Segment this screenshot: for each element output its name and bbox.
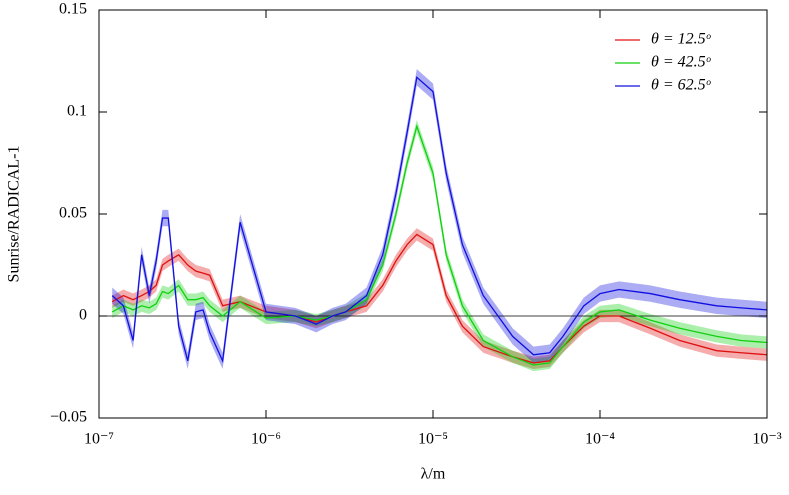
- y-tick-label: 0.15: [59, 1, 87, 18]
- x-axis-label: λ/m: [421, 466, 446, 483]
- error-band: [112, 228, 767, 370]
- y-tick-label: 0: [79, 307, 87, 324]
- error-band: [112, 120, 767, 372]
- x-tick-label: 10⁻⁷: [84, 431, 114, 448]
- data-line: [111, 76, 768, 364]
- plot-frame: [98, 9, 768, 419]
- legend-label: θ = 62.5ᵒ: [651, 77, 712, 94]
- x-tick-label: 10⁻⁵: [418, 431, 448, 448]
- x-tick-label: 10⁻⁴: [585, 431, 615, 448]
- x-tick-label: 10⁻⁶: [251, 431, 281, 448]
- data-line: [111, 124, 768, 366]
- y-axis-label: Sunrise/RADICAL-1: [6, 146, 23, 283]
- y-tick-label: −0.05: [50, 409, 87, 426]
- y-tick-label: 0.1: [67, 103, 87, 120]
- data-line: [111, 233, 768, 364]
- legend-label: θ = 42.5ᵒ: [651, 54, 712, 71]
- y-tick-label: 0.05: [59, 205, 87, 222]
- error-band: [112, 69, 767, 370]
- x-tick-label: 10⁻³: [752, 431, 781, 448]
- legend-label: θ = 12.5ᵒ: [651, 31, 712, 48]
